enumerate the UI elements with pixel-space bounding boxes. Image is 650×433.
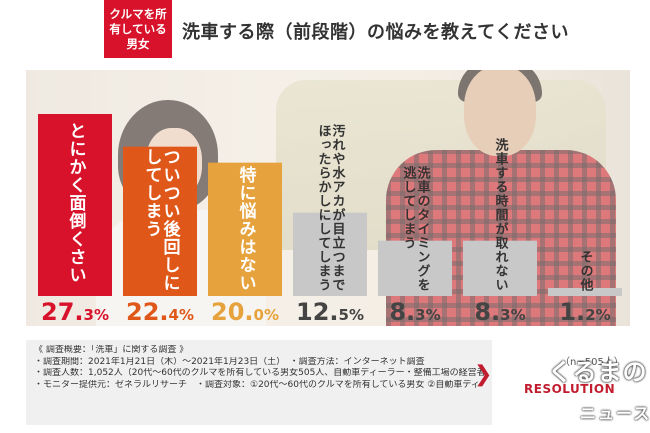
- value-unit: %: [510, 306, 526, 324]
- value-label: 20.0%: [208, 298, 282, 326]
- value-label: 8.3%: [378, 298, 452, 326]
- value-label: 22.4%: [123, 298, 197, 326]
- value-decimal: 3: [83, 306, 94, 324]
- value-integer: 20.: [211, 298, 254, 326]
- logo-news: ニュース: [580, 404, 650, 423]
- category-label: 洗車のタイミングを 逃してしまう: [378, 158, 452, 292]
- bar: [293, 212, 367, 296]
- value-label: 27.3%: [38, 298, 112, 326]
- kurumanonews-logo: ❯ くるまの RESOLUTION ニュース: [474, 350, 649, 430]
- value-unit: %: [93, 306, 109, 324]
- value-decimal: 3: [415, 306, 426, 324]
- bar: [548, 288, 622, 296]
- category-label: その他: [548, 242, 622, 292]
- bar: [378, 240, 452, 296]
- bar: [208, 162, 282, 296]
- value-unit: %: [425, 306, 441, 324]
- survey-summary: 《 調査概要：「洗車」に関する調査 》 ・調査期間：2021年1月21日（木）〜…: [26, 340, 492, 425]
- question-title: 洗車する際（前段階）の悩みを教えてください: [182, 22, 570, 43]
- value-unit: %: [178, 306, 194, 324]
- value-decimal: 0: [253, 306, 264, 324]
- value-integer: 22.: [126, 298, 169, 326]
- survey-line: ・調査人数：1,052人（20代〜60代のクルマを所有している男女505人、自動…: [34, 368, 484, 379]
- category-label: とにかく面倒くさい: [38, 114, 112, 284]
- value-decimal: 4: [168, 306, 179, 324]
- sample-size-note: （n=505人）: [556, 353, 628, 368]
- value-decimal: 5: [338, 306, 349, 324]
- survey-line: ・モニター提供元：ゼネラルリサーチ ・調査対象：①20代〜60代のクルマを所有し…: [34, 379, 484, 390]
- value-label: 8.3%: [463, 298, 537, 326]
- value-integer: 27.: [41, 298, 84, 326]
- category-label: 特に悩みはない: [208, 158, 282, 292]
- logo-mark-icon: ❯: [474, 362, 493, 387]
- value-decimal: 2: [585, 306, 596, 324]
- value-unit: %: [348, 306, 364, 324]
- category-label-line: その他: [577, 250, 593, 292]
- target-badge: クルマを所有している男女: [104, 0, 172, 58]
- bar: [38, 114, 112, 296]
- survey-line: 《 調査概要：「洗車」に関する調査 》: [34, 345, 189, 355]
- logo-text: くるまの: [548, 358, 648, 386]
- category-label-line: ついつい後回しに: [159, 148, 180, 292]
- logo-brand: RESOLUTION: [524, 382, 616, 396]
- survey-line: ・調査期間：2021年1月21日（木）〜2021年1月23日（土） ・調査方法：…: [34, 356, 425, 367]
- value-unit: %: [263, 306, 279, 324]
- value-decimal: 3: [500, 306, 511, 324]
- category-label-line: ほったらかしにしてしまう: [315, 124, 331, 292]
- category-label: ついつい後回しに してしまう: [123, 140, 197, 292]
- category-label-line: 汚れや水アカが目立つまで: [329, 124, 345, 292]
- value-integer: 12.: [296, 298, 339, 326]
- category-label-line: 特に悩みはない: [235, 166, 256, 292]
- value-label: 12.5%: [293, 298, 367, 326]
- category-label-line: 洗車のタイミングを: [414, 166, 430, 292]
- value-integer: 8.: [474, 298, 501, 326]
- category-label: 洗車する時間が取れない: [463, 130, 537, 292]
- category-label-line: 逃してしまう: [400, 166, 416, 250]
- value-integer: 8.: [389, 298, 416, 326]
- category-label-line: とにかく面倒くさい: [65, 122, 86, 284]
- category-label: 汚れや水アカが目立つまで ほったらかしにしてしまう: [293, 116, 367, 292]
- category-label-line: してしまう: [141, 148, 162, 238]
- value-integer: 1.: [559, 298, 586, 326]
- value-unit: %: [595, 306, 611, 324]
- value-label: 1.2%: [548, 298, 622, 326]
- category-label-line: 洗車する時間が取れない: [492, 138, 508, 292]
- bar: [123, 146, 197, 296]
- bar: [463, 240, 537, 296]
